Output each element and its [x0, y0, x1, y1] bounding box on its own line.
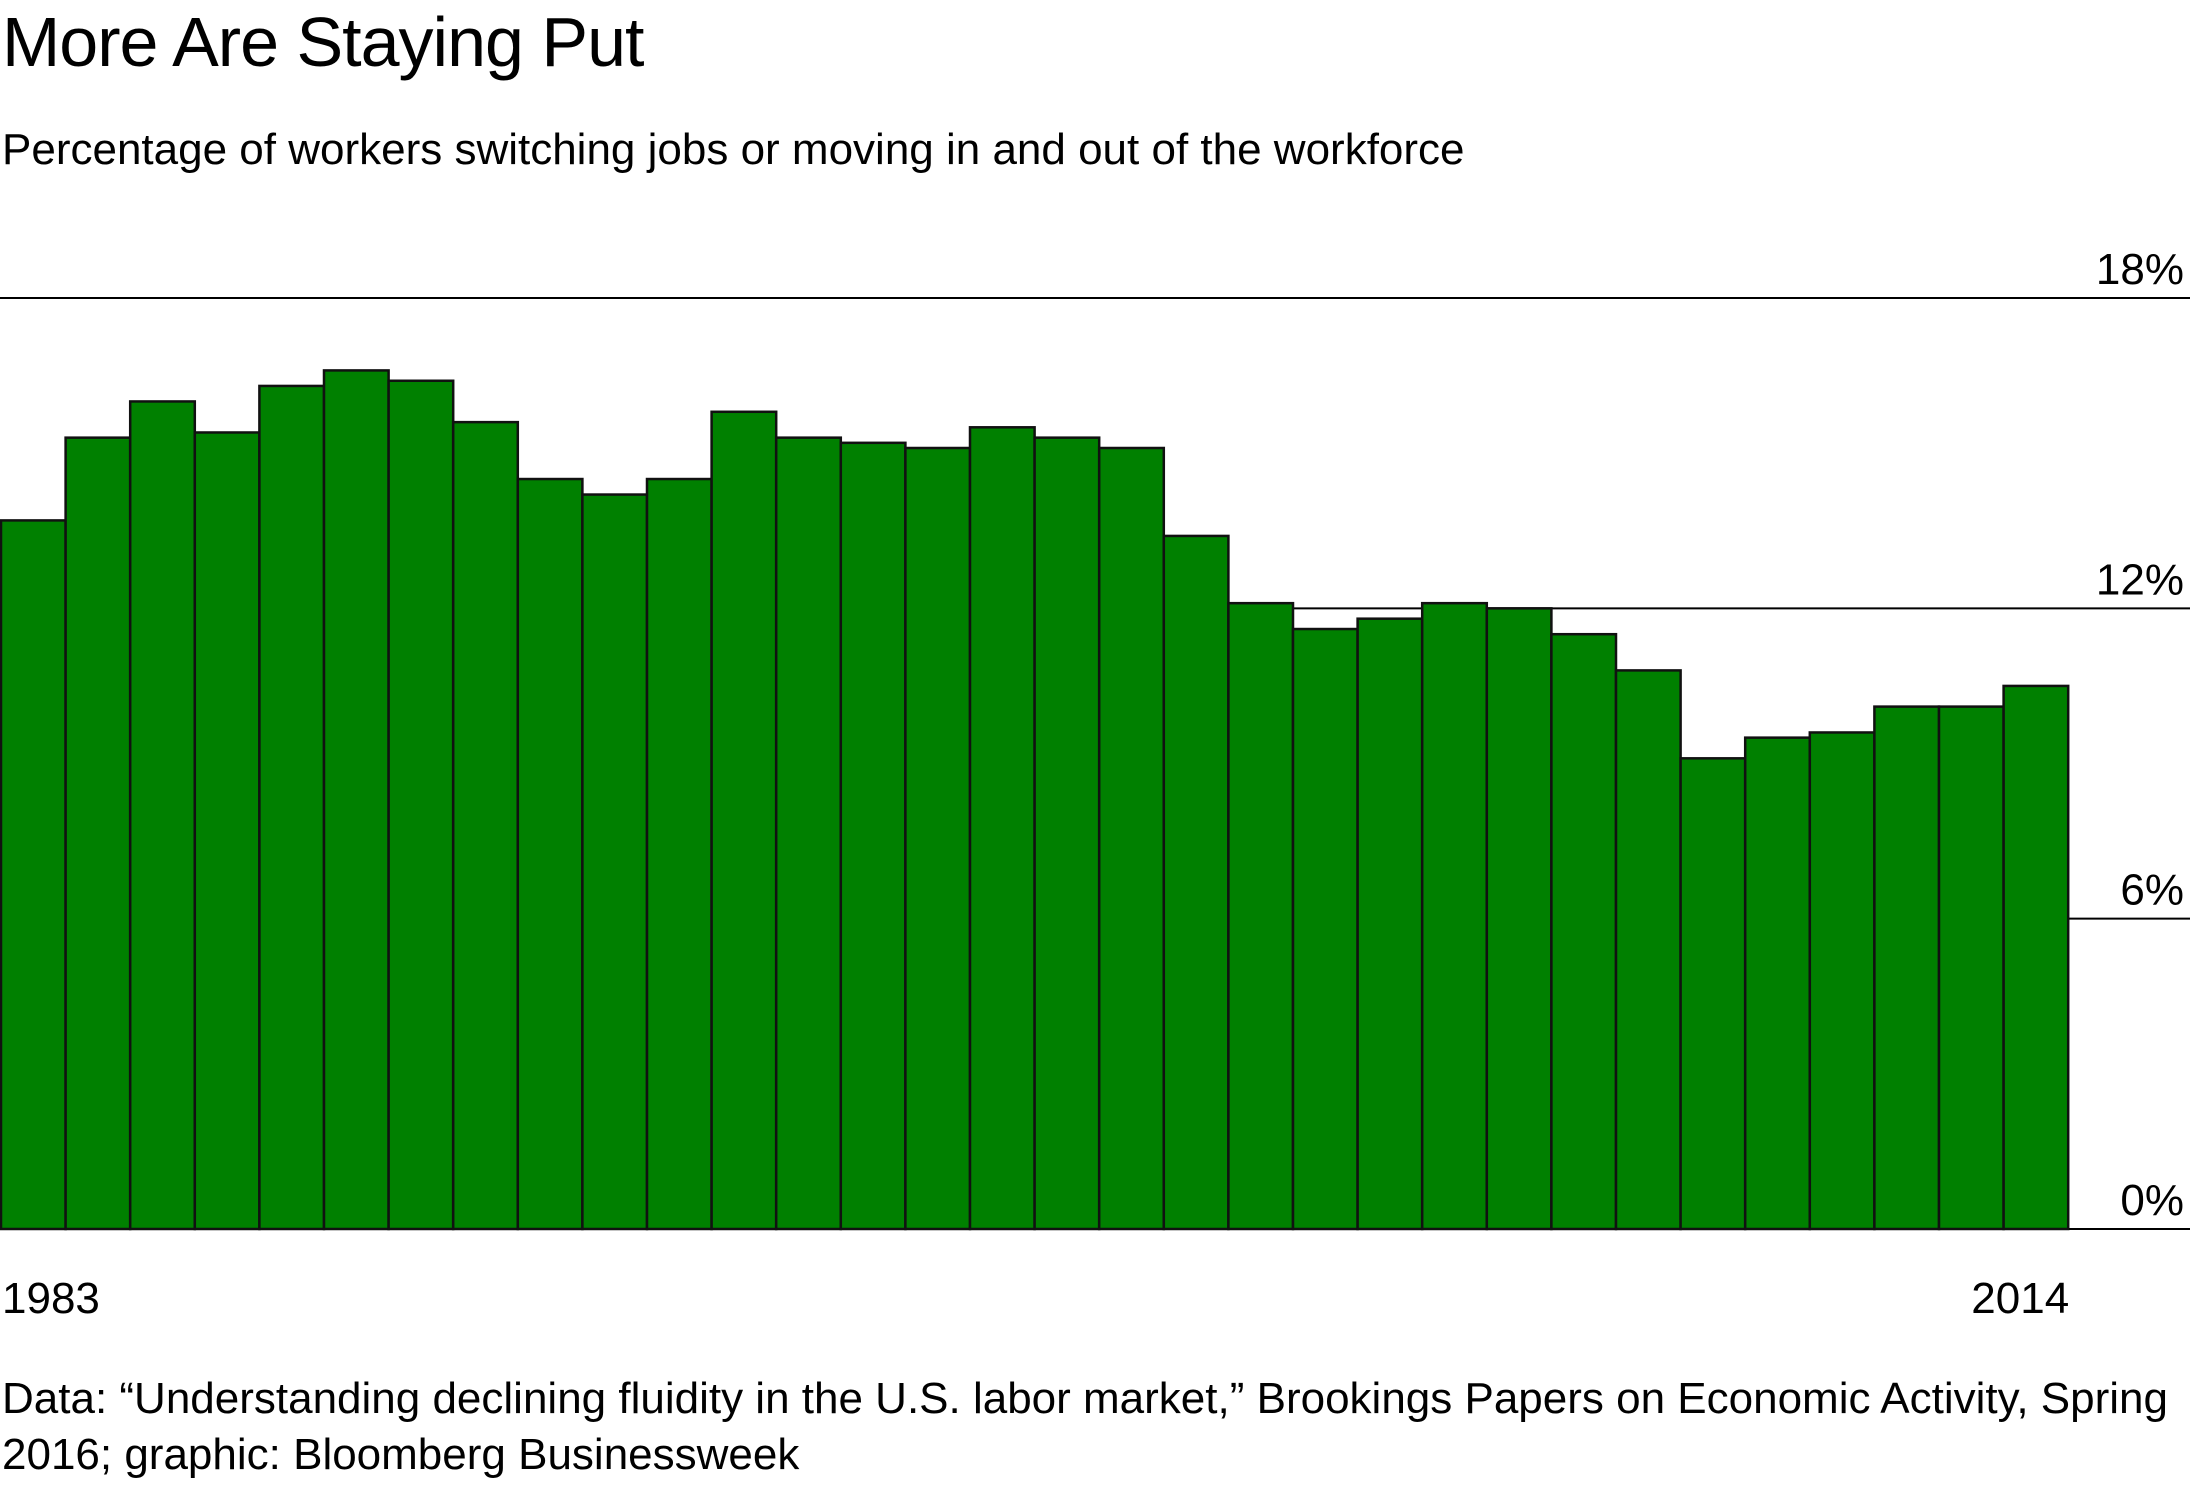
- x-tick-label-1983: 1983: [2, 1274, 100, 1323]
- bar-1984: [64, 436, 132, 1231]
- bar-2010: [1743, 736, 1812, 1231]
- source-note: Data: “Understanding declining fluidity …: [2, 1374, 2168, 1479]
- y-tick-label-0: 0%: [2120, 1176, 2184, 1225]
- bar-1993: [645, 477, 713, 1231]
- bar-2006: [1485, 607, 1553, 1231]
- x-tick-labels: 1983 2014: [2, 1274, 2069, 1323]
- bar-1983: [0, 519, 67, 1231]
- y-tick-label-18: 18%: [2096, 245, 2184, 294]
- bar-1992: [581, 493, 649, 1231]
- x-tick-label-2014: 2014: [1971, 1274, 2069, 1323]
- bar-1989: [387, 379, 455, 1231]
- bar-1986: [193, 431, 261, 1231]
- bar-1995: [774, 436, 843, 1231]
- bar-1990: [451, 420, 520, 1231]
- bar-1985: [128, 400, 197, 1231]
- bar-2005: [1420, 601, 1489, 1231]
- bar-2007: [1550, 632, 1618, 1231]
- chart-title: More Are Staying Put: [2, 3, 644, 81]
- bar-1991: [516, 477, 584, 1231]
- y-tick-label-6: 6%: [2120, 866, 2184, 915]
- bar-2012: [1873, 705, 1941, 1231]
- bar-1996: [839, 441, 907, 1231]
- bar-1999: [1033, 436, 1101, 1231]
- bars: [0, 369, 2070, 1231]
- y-tick-label-12: 12%: [2096, 555, 2184, 604]
- bar-2004: [1356, 617, 1424, 1231]
- bar-2014: [2002, 684, 2070, 1231]
- bar-2000: [1097, 446, 1166, 1231]
- bar-1988: [322, 369, 390, 1231]
- bar-2009: [1679, 757, 1747, 1231]
- bar-1998: [968, 426, 1036, 1231]
- chart-subtitle: Percentage of workers switching jobs or …: [2, 125, 1465, 174]
- y-tick-labels: 0% 6% 12% 18%: [2096, 245, 2184, 1225]
- bar-2011: [1808, 731, 1876, 1231]
- bar-2002: [1227, 601, 1295, 1231]
- bar-2008: [1614, 669, 1682, 1231]
- bar-1994: [710, 410, 778, 1231]
- bar-2013: [1937, 705, 2005, 1231]
- bar-1987: [258, 384, 326, 1231]
- bar-1997: [904, 446, 972, 1231]
- bar-2001: [1162, 534, 1230, 1231]
- bar-2003: [1291, 627, 1359, 1231]
